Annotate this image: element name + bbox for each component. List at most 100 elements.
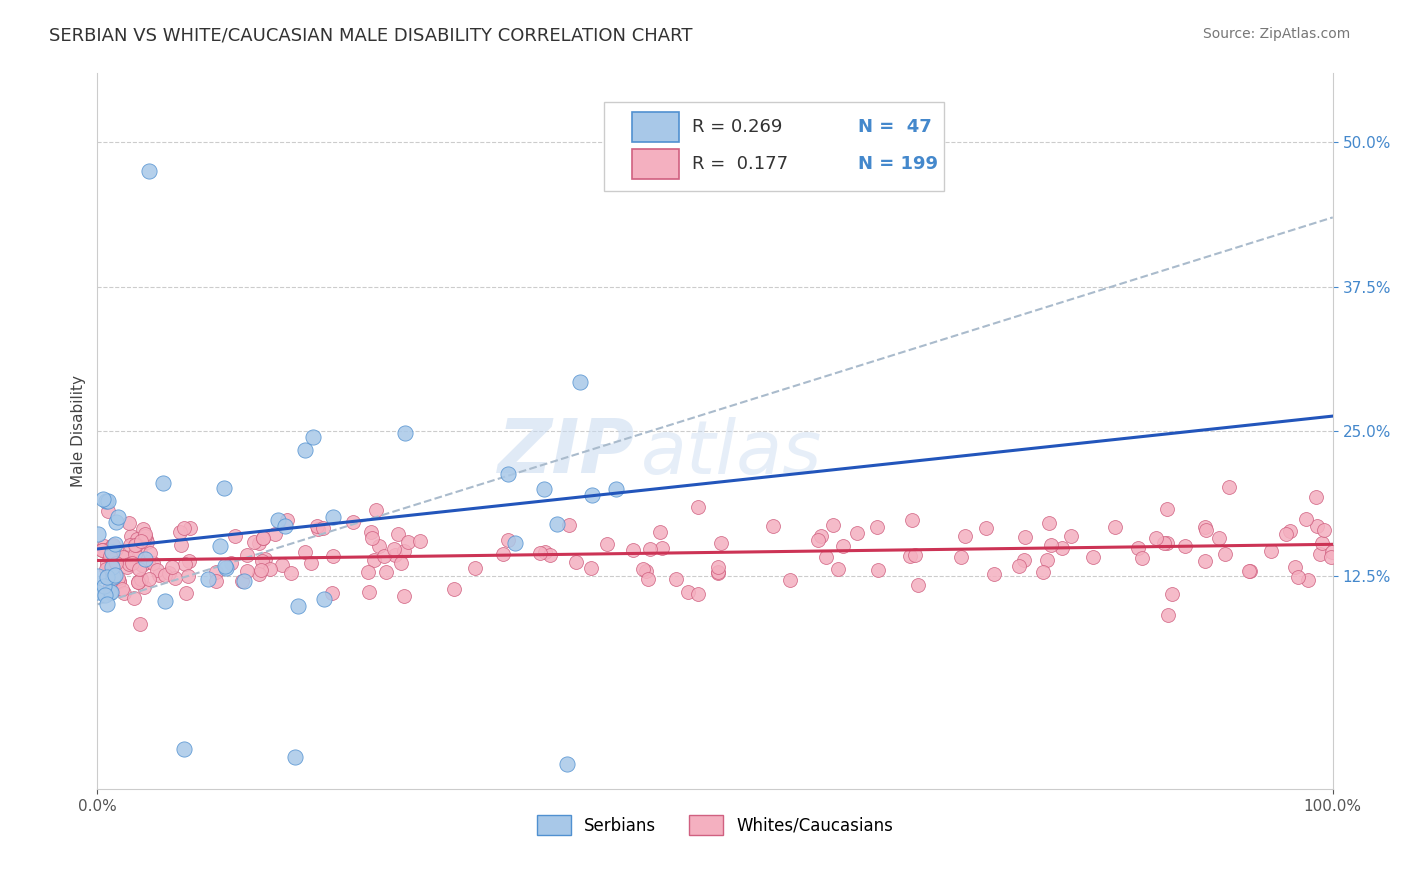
Point	[1144, 531, 1167, 545]
Point	[236, 549, 259, 563]
Point	[1215, 547, 1237, 561]
Point	[596, 537, 619, 551]
Point	[1310, 536, 1333, 550]
Point	[651, 541, 673, 555]
Point	[1156, 502, 1178, 516]
Point	[124, 538, 146, 552]
Point	[259, 562, 281, 576]
Point	[866, 563, 889, 577]
Point	[498, 467, 520, 482]
Point	[384, 548, 406, 562]
Point	[221, 556, 243, 570]
Point	[1313, 524, 1336, 538]
Point	[270, 558, 292, 572]
Point	[127, 532, 149, 546]
Point	[135, 532, 157, 546]
Point	[165, 571, 187, 585]
Point	[250, 554, 273, 568]
Point	[1296, 574, 1319, 588]
Point	[366, 503, 388, 517]
Point	[503, 536, 526, 550]
Point	[124, 591, 146, 606]
Point	[1060, 529, 1083, 543]
Point	[87, 527, 110, 541]
Point	[1295, 512, 1317, 526]
Point	[1260, 544, 1282, 558]
Point	[205, 566, 228, 580]
Point	[392, 590, 415, 604]
Point	[904, 548, 927, 562]
Point	[233, 574, 256, 589]
Point	[177, 569, 200, 583]
Point	[173, 521, 195, 535]
Point	[152, 475, 174, 490]
Point	[845, 526, 868, 541]
Point	[650, 524, 672, 539]
Text: N =  47: N = 47	[859, 118, 932, 136]
Point	[96, 570, 118, 584]
Text: ZIP: ZIP	[498, 416, 634, 489]
Point	[382, 541, 405, 556]
Point	[565, 555, 588, 569]
Point	[138, 555, 160, 569]
Point	[623, 542, 645, 557]
Point	[127, 575, 149, 590]
Point	[101, 571, 124, 585]
Point	[136, 535, 159, 549]
Point	[118, 516, 141, 531]
Point	[173, 557, 195, 571]
Point	[392, 544, 415, 558]
Text: Source: ZipAtlas.com: Source: ZipAtlas.com	[1202, 27, 1350, 41]
Point	[821, 518, 844, 533]
Point	[1195, 523, 1218, 537]
Point	[529, 546, 551, 560]
Text: atlas: atlas	[641, 417, 823, 489]
Point	[124, 538, 146, 552]
Point	[898, 549, 921, 564]
Point	[212, 481, 235, 495]
Point	[287, 599, 309, 613]
Point	[409, 534, 432, 549]
Point	[676, 585, 699, 599]
Point	[1208, 531, 1230, 545]
Point	[108, 574, 131, 589]
Point	[128, 562, 150, 576]
Point	[321, 585, 343, 599]
Point	[1012, 553, 1035, 567]
Point	[360, 532, 382, 546]
Point	[124, 548, 146, 562]
Point	[142, 556, 165, 570]
Point	[631, 562, 654, 576]
Point	[1008, 559, 1031, 574]
Point	[205, 574, 228, 588]
Point	[1279, 524, 1302, 539]
Point	[907, 578, 929, 592]
Point	[1322, 545, 1344, 559]
Point	[1156, 535, 1178, 549]
Point	[197, 572, 219, 586]
Point	[139, 546, 162, 560]
Point	[866, 520, 889, 534]
Point	[710, 536, 733, 550]
Point	[132, 522, 155, 536]
Point	[253, 552, 276, 566]
Point	[131, 558, 153, 573]
Point	[96, 567, 118, 582]
Point	[107, 510, 129, 524]
Point	[342, 515, 364, 529]
Point	[294, 443, 316, 458]
Point	[1081, 549, 1104, 564]
Point	[581, 488, 603, 502]
Point	[686, 586, 709, 600]
Point	[115, 549, 138, 564]
Point	[707, 566, 730, 581]
Point	[1194, 554, 1216, 568]
Point	[101, 570, 124, 584]
Point	[950, 549, 973, 564]
Point	[100, 549, 122, 563]
Point	[104, 541, 127, 556]
Point	[97, 493, 120, 508]
Point	[1130, 550, 1153, 565]
Point	[569, 375, 592, 389]
Point	[1305, 490, 1327, 504]
